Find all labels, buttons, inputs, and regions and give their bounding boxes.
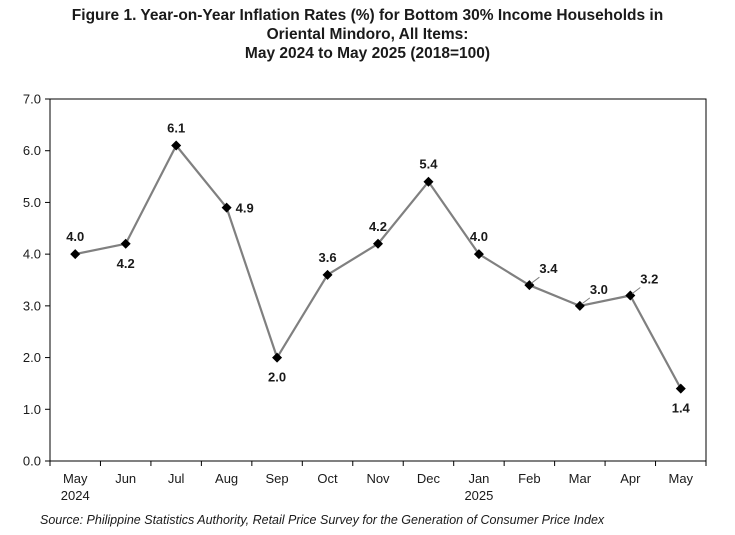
series-line-group [74,144,682,390]
x-tick-label: Dec [417,471,441,486]
marker-group [70,140,686,394]
y-tick-label: 2.0 [23,350,41,365]
x-tick-sublabel: 2025 [464,488,493,503]
data-label-group: 4.0 4.2 6.1 4.9 2.0 3.6 4.2 5.4 4.0 3.4 3.0 3.2 1.4 [66,121,690,416]
data-point-marker [423,176,434,187]
data-label: 5.4 [419,157,438,172]
data-label-leader-line [581,297,591,305]
data-point-marker [221,202,232,213]
data-label: 3.2 [640,272,658,287]
data-point-marker [120,238,131,249]
data-point-marker [675,383,686,394]
y-tick-label: 3.0 [23,298,41,313]
data-label: 4.0 [470,229,488,244]
data-label: 1.4 [672,401,691,416]
data-label: 6.1 [167,121,185,136]
chart-title-line-1: Figure 1. Year-on-Year Inflation Rates (… [71,7,664,24]
data-label-leader-line [531,276,540,284]
x-tick-label: May [668,471,693,486]
y-tick-label: 0.0 [23,454,41,469]
series-line [74,144,682,390]
x-tick-label: Jun [115,471,136,486]
x-tick-label: Oct [317,471,338,486]
source-note: Source: Philippine Statistics Authority,… [40,513,605,527]
x-tick-label: Jan [468,471,489,486]
data-label: 4.2 [369,219,387,234]
data-point-marker [322,269,333,280]
chart-title-line-3: May 2024 to May 2025 (2018=100) [244,45,491,62]
data-label: 4.9 [236,201,254,216]
x-tick-label: Mar [569,471,592,486]
data-label: 3.4 [539,261,558,276]
data-point-marker [373,238,383,249]
y-tick-label: 4.0 [23,247,41,262]
x-tick-label: Feb [518,471,540,486]
x-tick-label: Jul [168,471,185,486]
data-label: 4.0 [66,229,84,244]
data-label: 2.0 [268,370,286,385]
data-point-marker [171,140,182,151]
x-tick-label: Nov [366,471,390,486]
data-label: 3.0 [590,282,608,297]
y-tick-label: 7.0 [23,92,41,107]
data-label: 3.6 [318,250,336,265]
data-point-marker [70,249,81,260]
x-tick-label: Apr [620,471,641,486]
data-label: 4.2 [117,256,135,271]
x-tick-label: May [63,471,88,486]
chart-title: Figure 1. Year-on-Year Inflation Rates (… [0,6,735,63]
data-point-marker [272,352,283,363]
y-axis: 0.0 1.0 2.0 3.0 4.0 5.0 6.0 7.0 [23,92,50,469]
y-tick-label: 6.0 [23,143,41,158]
data-label-leader-line [632,287,641,294]
x-tick-sublabel: 2024 [61,488,90,503]
x-tick-label: Sep [266,471,289,486]
x-axis: May 2024 Jun Jul Aug Sep Oct Nov Dec Jan 2025 Feb Ma… [49,461,707,503]
y-tick-label: 5.0 [23,195,41,210]
plot-frame [49,98,707,462]
x-tick-label: Aug [215,471,238,486]
chart-title-line-2: Oriental Mindoro, All Items: [266,26,469,43]
y-tick-label: 1.0 [23,402,41,417]
data-point-marker [473,249,484,260]
